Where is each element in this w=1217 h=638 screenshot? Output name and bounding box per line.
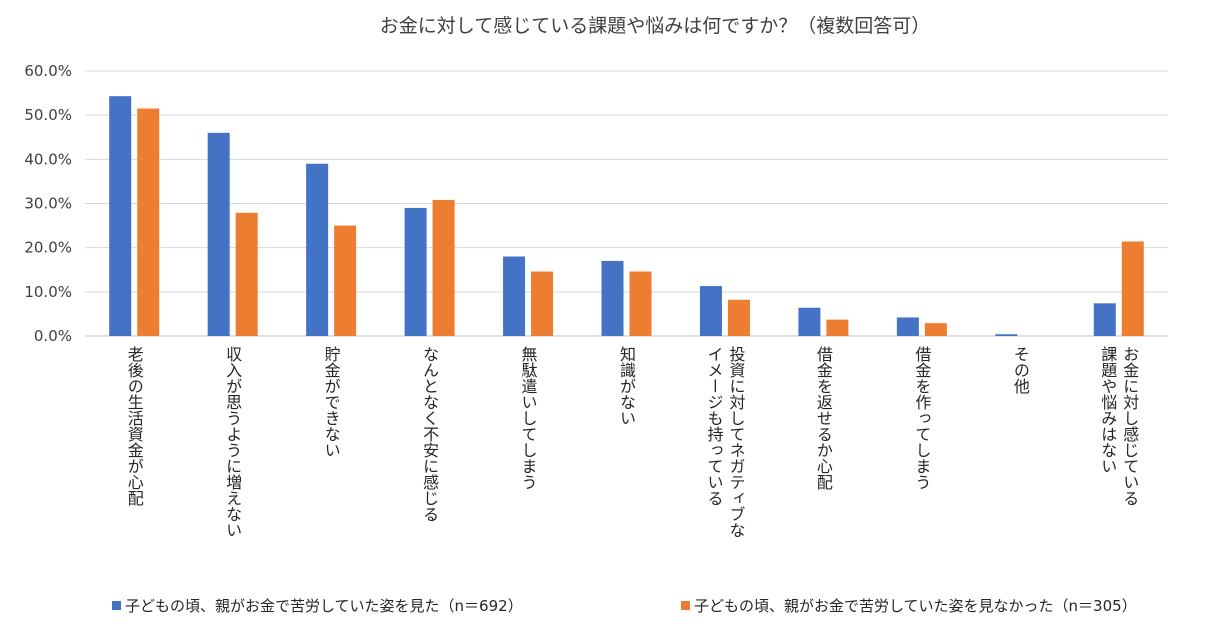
- bar-series-2: [629, 271, 652, 336]
- bar-series-2: [137, 108, 160, 337]
- y-tick-label: 30.0%: [24, 195, 72, 213]
- y-tick-label: 20.0%: [24, 239, 72, 257]
- bar-series-1: [798, 307, 821, 336]
- bar-series-1: [896, 317, 919, 336]
- x-tick-label: 投資に対してネガティブな: [726, 346, 745, 538]
- x-axis-labels: 老後の生活資金が心配 収入が思うように増えない 貯金ができない なんとなく不安に感じる…: [125, 346, 1140, 538]
- legend-label: 子どもの頃、親がお金で苦労していた姿を見た（n＝692）: [125, 597, 523, 615]
- x-category-label: 知識がない: [617, 346, 636, 426]
- y-tick-label: 40.0%: [24, 150, 72, 168]
- bar-series-2: [924, 323, 947, 336]
- bar-series-1: [503, 256, 526, 336]
- x-tick-label: 借金を作ってしまう: [912, 346, 931, 490]
- x-tick-label: 貯金ができない: [322, 346, 341, 458]
- bar-series-2: [531, 271, 554, 336]
- x-category-label: 老後の生活資金が心配: [125, 346, 144, 506]
- x-tick-label: 無駄遣いしてしまう: [519, 346, 538, 490]
- legend-swatch: [681, 601, 690, 610]
- bar-series-2: [432, 199, 455, 336]
- bar-series-1: [995, 334, 1018, 336]
- x-category-label: 借金を返せるか心配: [814, 346, 833, 490]
- bar-series-2: [826, 319, 849, 336]
- bar-series-1: [1093, 303, 1116, 336]
- bar-series-1: [207, 132, 230, 336]
- x-category-label: 無駄遣いしてしまう: [519, 346, 538, 490]
- x-tick-label: 老後の生活資金が心配: [125, 346, 144, 506]
- x-tick-label: 課題や悩みはない: [1098, 346, 1117, 474]
- y-tick-label: 0.0%: [34, 327, 72, 345]
- x-tick-label: 借金を返せるか心配: [814, 346, 833, 490]
- chart-title: お金に対して感じている課題や悩みは何ですか？（複数回答可）: [380, 15, 930, 37]
- x-category-label: 貯金ができない: [322, 346, 341, 458]
- x-category-label: 借金を作ってしまう: [912, 346, 931, 490]
- x-tick-label: 知識がない: [617, 346, 636, 426]
- x-tick-label: お金に対し感じている: [1120, 346, 1139, 506]
- y-tick-label: 10.0%: [24, 283, 72, 301]
- bar-series-2: [235, 212, 258, 336]
- bar-series-2: [727, 299, 750, 336]
- x-category-label: なんとなく不安に感じる: [420, 346, 439, 522]
- legend-label: 子どもの頃、親がお金で苦労していた姿を見なかった（n＝305）: [694, 597, 1137, 615]
- x-tick-label: 収入が思うように増えない: [223, 346, 242, 538]
- bar-series-1: [699, 286, 722, 336]
- y-axis-ticks: 0.0% 10.0% 20.0% 30.0% 40.0% 50.0% 60.0%: [24, 62, 72, 345]
- x-category-label: 収入が思うように増えない: [223, 346, 242, 538]
- x-tick-label: なんとなく不安に感じる: [420, 346, 439, 522]
- legend: 子どもの頃、親がお金で苦労していた姿を見た（n＝692） 子どもの頃、親がお金で苦…: [112, 597, 1137, 615]
- y-tick-label: 50.0%: [24, 106, 72, 124]
- x-category-label: その他: [1011, 346, 1030, 395]
- bar-series-2: [334, 225, 357, 336]
- bar-series-2: [1121, 241, 1144, 336]
- legend-swatch: [112, 601, 121, 610]
- gridlines: [85, 70, 1168, 337]
- bars: [109, 96, 1144, 337]
- bar-series-1: [404, 207, 427, 336]
- y-tick-label: 60.0%: [24, 62, 72, 80]
- x-tick-label: イメージも持っている: [704, 346, 723, 506]
- x-tick-label: その他: [1011, 346, 1030, 395]
- bar-series-1: [109, 96, 132, 336]
- bar-series-1: [306, 163, 329, 336]
- bar-series-1: [601, 260, 624, 336]
